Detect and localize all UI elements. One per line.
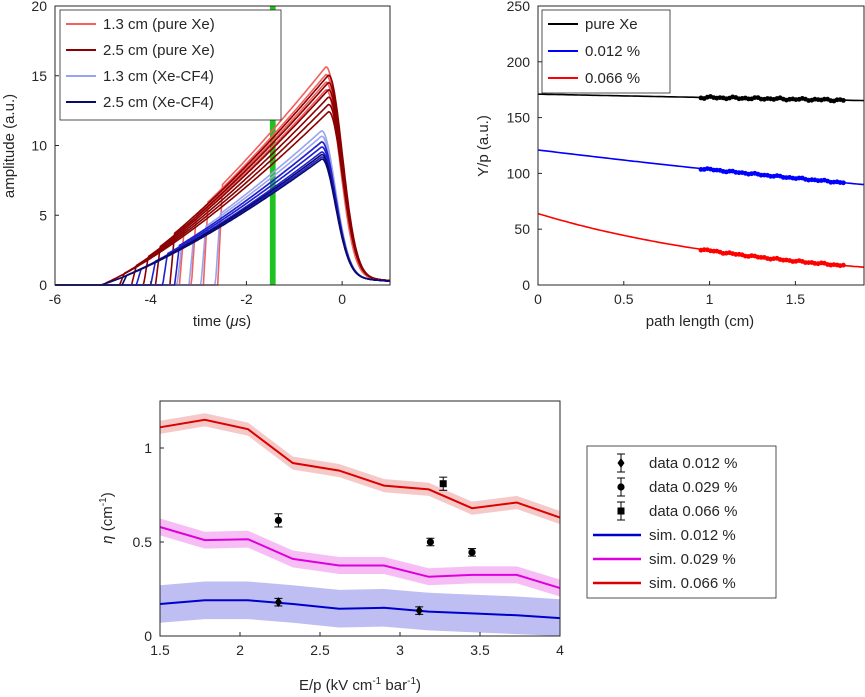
yield-y-tick-label: 0 xyxy=(522,277,530,293)
attachment-x-tick-label: 3.5 xyxy=(470,642,490,658)
waveform-y-tick-label: 15 xyxy=(31,68,47,84)
yield-legend: pure Xe 0.012 % 0.066 % xyxy=(541,9,671,94)
yield-x-label: path length (cm) xyxy=(646,313,754,330)
waveform-x-tick-label: -4 xyxy=(144,291,157,307)
waveform-legend-label: 1.3 cm (Xe-CF4) xyxy=(103,68,214,85)
data-point xyxy=(841,262,846,268)
waveform-panel: -6 -4 -2 0 0 5 10 15 20 time (μs) amplitude (a.u… xyxy=(1,0,391,330)
attachment-y-tick-label: 1 xyxy=(144,440,152,456)
yield-y-tick-label: 250 xyxy=(507,0,531,14)
sim-uncertainty-band xyxy=(160,518,560,597)
waveform-y-tick-label: 20 xyxy=(31,0,47,14)
sim-line xyxy=(159,418,561,519)
yield-legend-label: 0.012 % xyxy=(585,43,640,60)
yield-legend-label: pure Xe xyxy=(585,16,638,33)
attachment-legend-label: data 0.066 % xyxy=(649,503,737,520)
yield-x-tick-label: 0.5 xyxy=(614,291,634,307)
waveform-y-tick-label: 5 xyxy=(39,207,47,223)
attachment-legend-label: sim. 0.066 % xyxy=(649,575,736,592)
attachment-legend-label: sim. 0.012 % xyxy=(649,527,736,544)
yield-legend-label: 0.066 % xyxy=(585,70,640,87)
attachment-x-tick-label: 3 xyxy=(396,642,404,658)
attachment-x-tick-label: 1.5 xyxy=(150,642,170,658)
attachment-legend-label: data 0.029 % xyxy=(649,479,737,496)
attachment-x-tick-label: 2.5 xyxy=(310,642,330,658)
attachment-x-tick-label: 4 xyxy=(556,642,564,658)
data-marker-diamond xyxy=(617,458,625,468)
data-marker-square xyxy=(617,507,625,515)
yield-x-tick-label: 1.5 xyxy=(786,291,806,307)
yield-y-label: Y/p (a.u.) xyxy=(475,115,492,177)
data-marker-circle xyxy=(426,538,434,546)
yield-y-tick-label: 100 xyxy=(507,165,531,181)
attachment-y-label: η (cm-1) xyxy=(98,492,116,543)
data-marker-circle xyxy=(468,548,476,556)
attachment-y-tick-label: 0 xyxy=(144,628,152,644)
attachment-legend-label: data 0.012 % xyxy=(649,455,737,472)
data-point xyxy=(841,98,846,103)
waveform-y-tick-label: 10 xyxy=(31,138,47,154)
yield-y-tick-label: 150 xyxy=(507,110,531,126)
yield-axes-frame xyxy=(537,5,865,286)
waveform-y-tick-label: 0 xyxy=(39,277,47,293)
yield-panel: 0 0.5 1 1.5 0 50 100 150 200 250 path length (cm)… xyxy=(475,0,865,330)
waveform-trace xyxy=(55,110,391,286)
attachment-legend: data 0.012 % data 0.029 % data 0.066 % sim.… xyxy=(586,445,777,599)
attachment-panel: 1.5 2 2.5 3 3.5 4 0 0.5 1 E/p (kV cm-1 bar-1) η … xyxy=(98,400,777,694)
waveform-x-label: time (μs) xyxy=(193,313,251,330)
yield-x-tick-label: 0 xyxy=(534,291,542,307)
waveform-legend-label: 2.5 cm (Xe-CF4) xyxy=(103,94,214,111)
waveform-x-tick-label: -2 xyxy=(240,291,253,307)
attachment-legend-box xyxy=(586,445,777,599)
sim-uncertainty-band xyxy=(160,413,560,525)
data-point xyxy=(841,180,846,186)
waveform-y-label: amplitude (a.u.) xyxy=(1,94,18,198)
data-marker-circle xyxy=(617,483,625,491)
waveform-x-tick-label: 0 xyxy=(338,291,346,307)
waveform-x-tick-label: -6 xyxy=(49,291,62,307)
data-marker-square xyxy=(439,480,447,488)
data-marker-diamond xyxy=(274,597,282,608)
yield-x-tick-label: 1 xyxy=(706,291,714,307)
attachment-x-tick-label: 2 xyxy=(236,642,244,658)
attachment-axes-frame xyxy=(159,400,561,637)
waveform-legend: 1.3 cm (pure Xe) 2.5 cm (pure Xe) 1.3 cm (… xyxy=(59,9,282,121)
data-marker-circle xyxy=(274,516,282,524)
data-marker-diamond xyxy=(415,605,423,616)
waveform-legend-box xyxy=(59,9,282,121)
waveform-trace xyxy=(55,158,391,286)
attachment-legend-label: sim. 0.029 % xyxy=(649,551,736,568)
yield-y-tick-label: 50 xyxy=(514,221,530,237)
sim-line xyxy=(159,526,561,590)
waveform-legend-label: 2.5 cm (pure Xe) xyxy=(103,42,215,59)
attachment-x-label: E/p (kV cm-1 bar-1) xyxy=(299,676,421,694)
sim-line xyxy=(159,599,561,620)
yield-y-tick-label: 200 xyxy=(507,54,531,70)
waveform-legend-label: 1.3 cm (pure Xe) xyxy=(103,16,215,33)
attachment-y-tick-label: 0.5 xyxy=(133,534,153,550)
